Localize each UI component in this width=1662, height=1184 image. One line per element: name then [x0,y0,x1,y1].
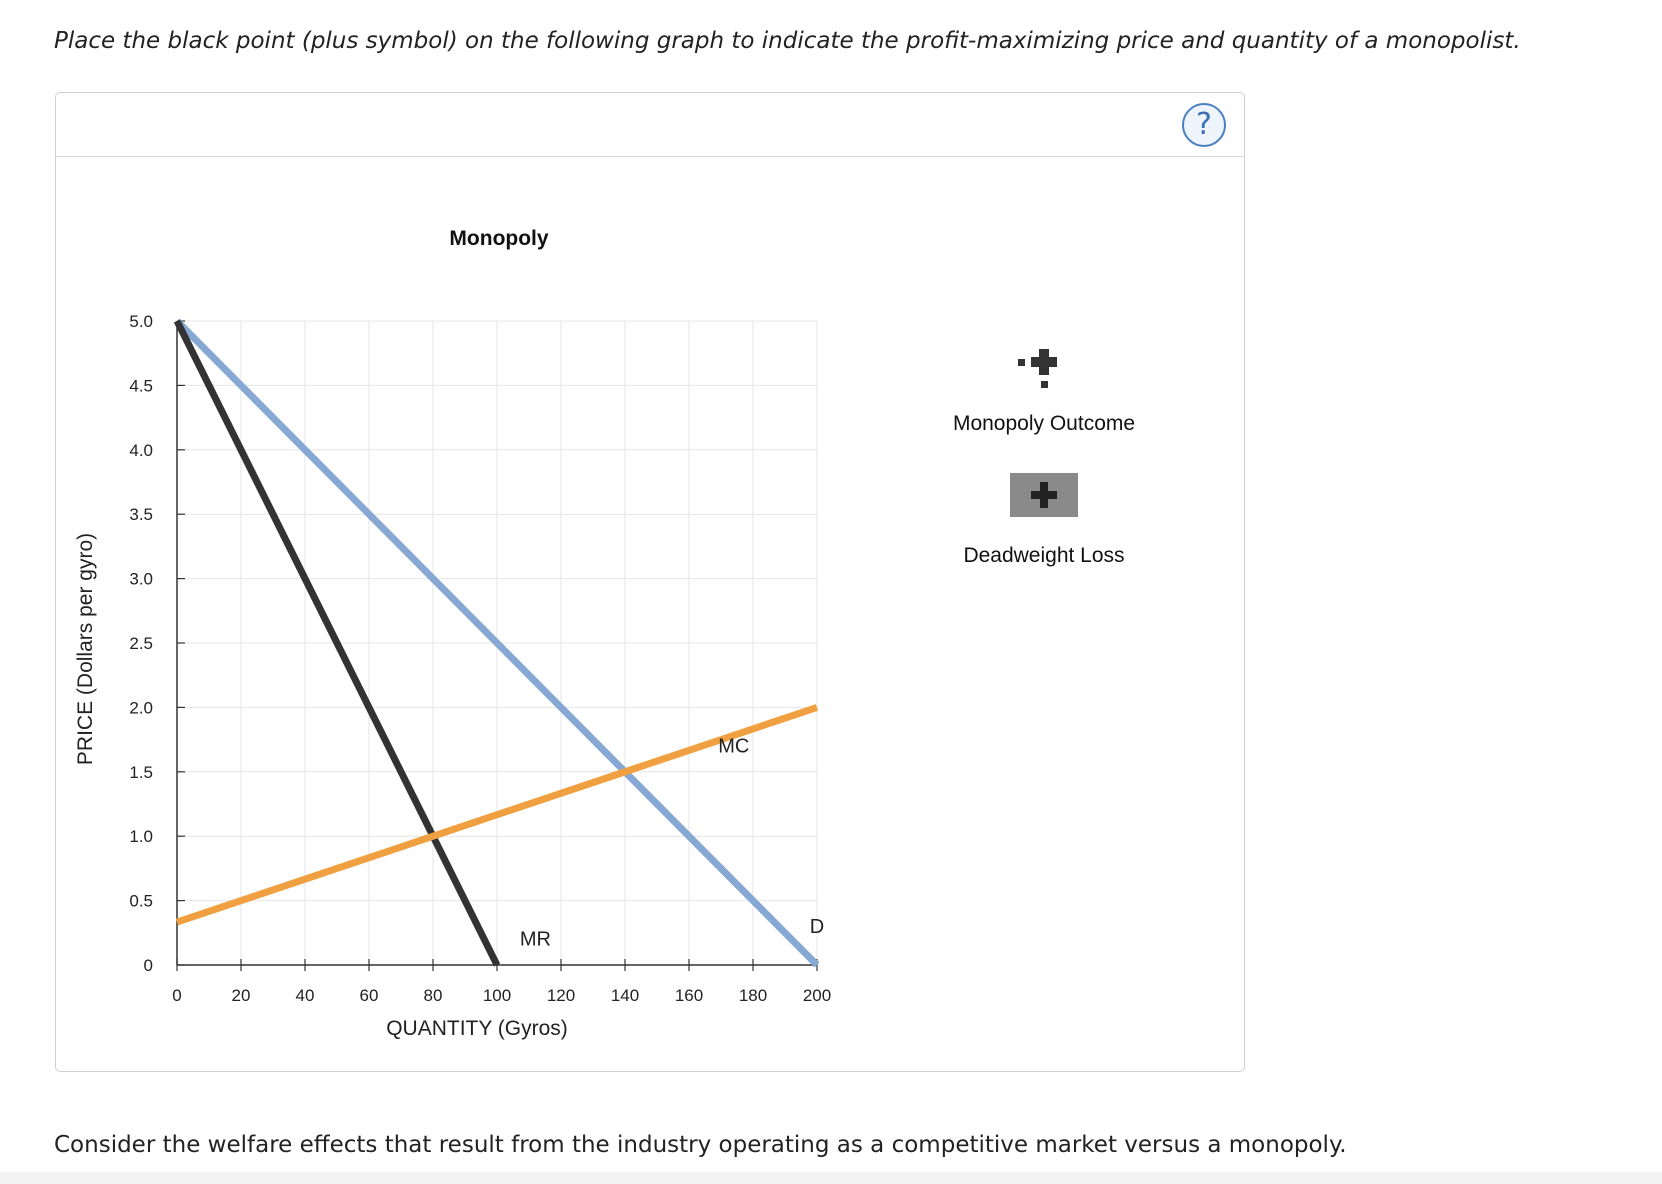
y-tick-label: 4.0 [129,441,153,460]
y-tick-label: 2.0 [129,698,153,717]
x-axis-title: QUANTITY (Gyros) [386,1017,568,1040]
tool-label-deadweight-loss: Deadweight Loss [963,544,1124,567]
series-label-mc: MC [718,735,749,757]
y-axis-title: PRICE (Dollars per gyro) [74,533,97,765]
chart-title: Monopoly [449,227,548,250]
series-label-d: D [810,916,824,938]
plus-point-icon-part [1031,357,1057,367]
x-tick-label: 160 [675,986,703,1005]
panel-header: ? [56,93,1244,157]
y-tick-label: 4.5 [129,376,153,395]
y-tick-label: 0 [144,956,153,975]
plus-point-icon[interactable] [1018,349,1057,388]
y-tick-label: 1.0 [129,827,153,846]
graph-panel: ? 0 0.5 1.0 1.5 2.0 2.5 3.0 3.5 4.0 4.5 5.0 0 20 40 60… [55,92,1245,1072]
series-line-mr[interactable] [173,319,501,967]
y-tick-label: 2.5 [129,634,153,653]
x-tick-label: 40 [296,986,315,1005]
tool-label-monopoly-outcome: Monopoly Outcome [953,412,1135,435]
x-tick-label: 20 [232,986,251,1005]
x-tick-label: 100 [483,986,511,1005]
series-line-d[interactable] [174,318,820,968]
x-tick-label: 0 [172,986,181,1005]
x-tick-label: 60 [360,986,379,1005]
y-tick-label: 1.5 [129,763,153,782]
x-tick-label: 200 [803,986,831,1005]
x-tick-label: 120 [547,986,575,1005]
x-tick-label: 180 [739,986,767,1005]
y-tick-label: 3.0 [129,570,153,589]
x-tick-label: 80 [424,986,443,1005]
footer-question: Consider the welfare effects that result… [54,1132,1347,1158]
instruction-text: Place the black point (plus symbol) on t… [54,28,1521,54]
bottom-bar [0,1172,1662,1184]
plus-point-icon-part [1041,381,1048,388]
help-icon[interactable]: ? [1182,103,1226,147]
series-label-mr: MR [520,929,551,951]
x-tick-label: 140 [611,986,639,1005]
plus-point-icon-part [1018,359,1025,366]
plus-area-icon-horizontal [1031,491,1057,499]
y-tick-label: 0.5 [129,892,153,911]
series-line-mc[interactable] [175,704,819,926]
monopoly-chart[interactable]: 0 0.5 1.0 1.5 2.0 2.5 3.0 3.5 4.0 4.5 5.0 0 20 40 60 80… [56,93,1246,1073]
y-tick-label: 3.5 [129,505,153,524]
y-tick-label: 5.0 [129,312,153,331]
